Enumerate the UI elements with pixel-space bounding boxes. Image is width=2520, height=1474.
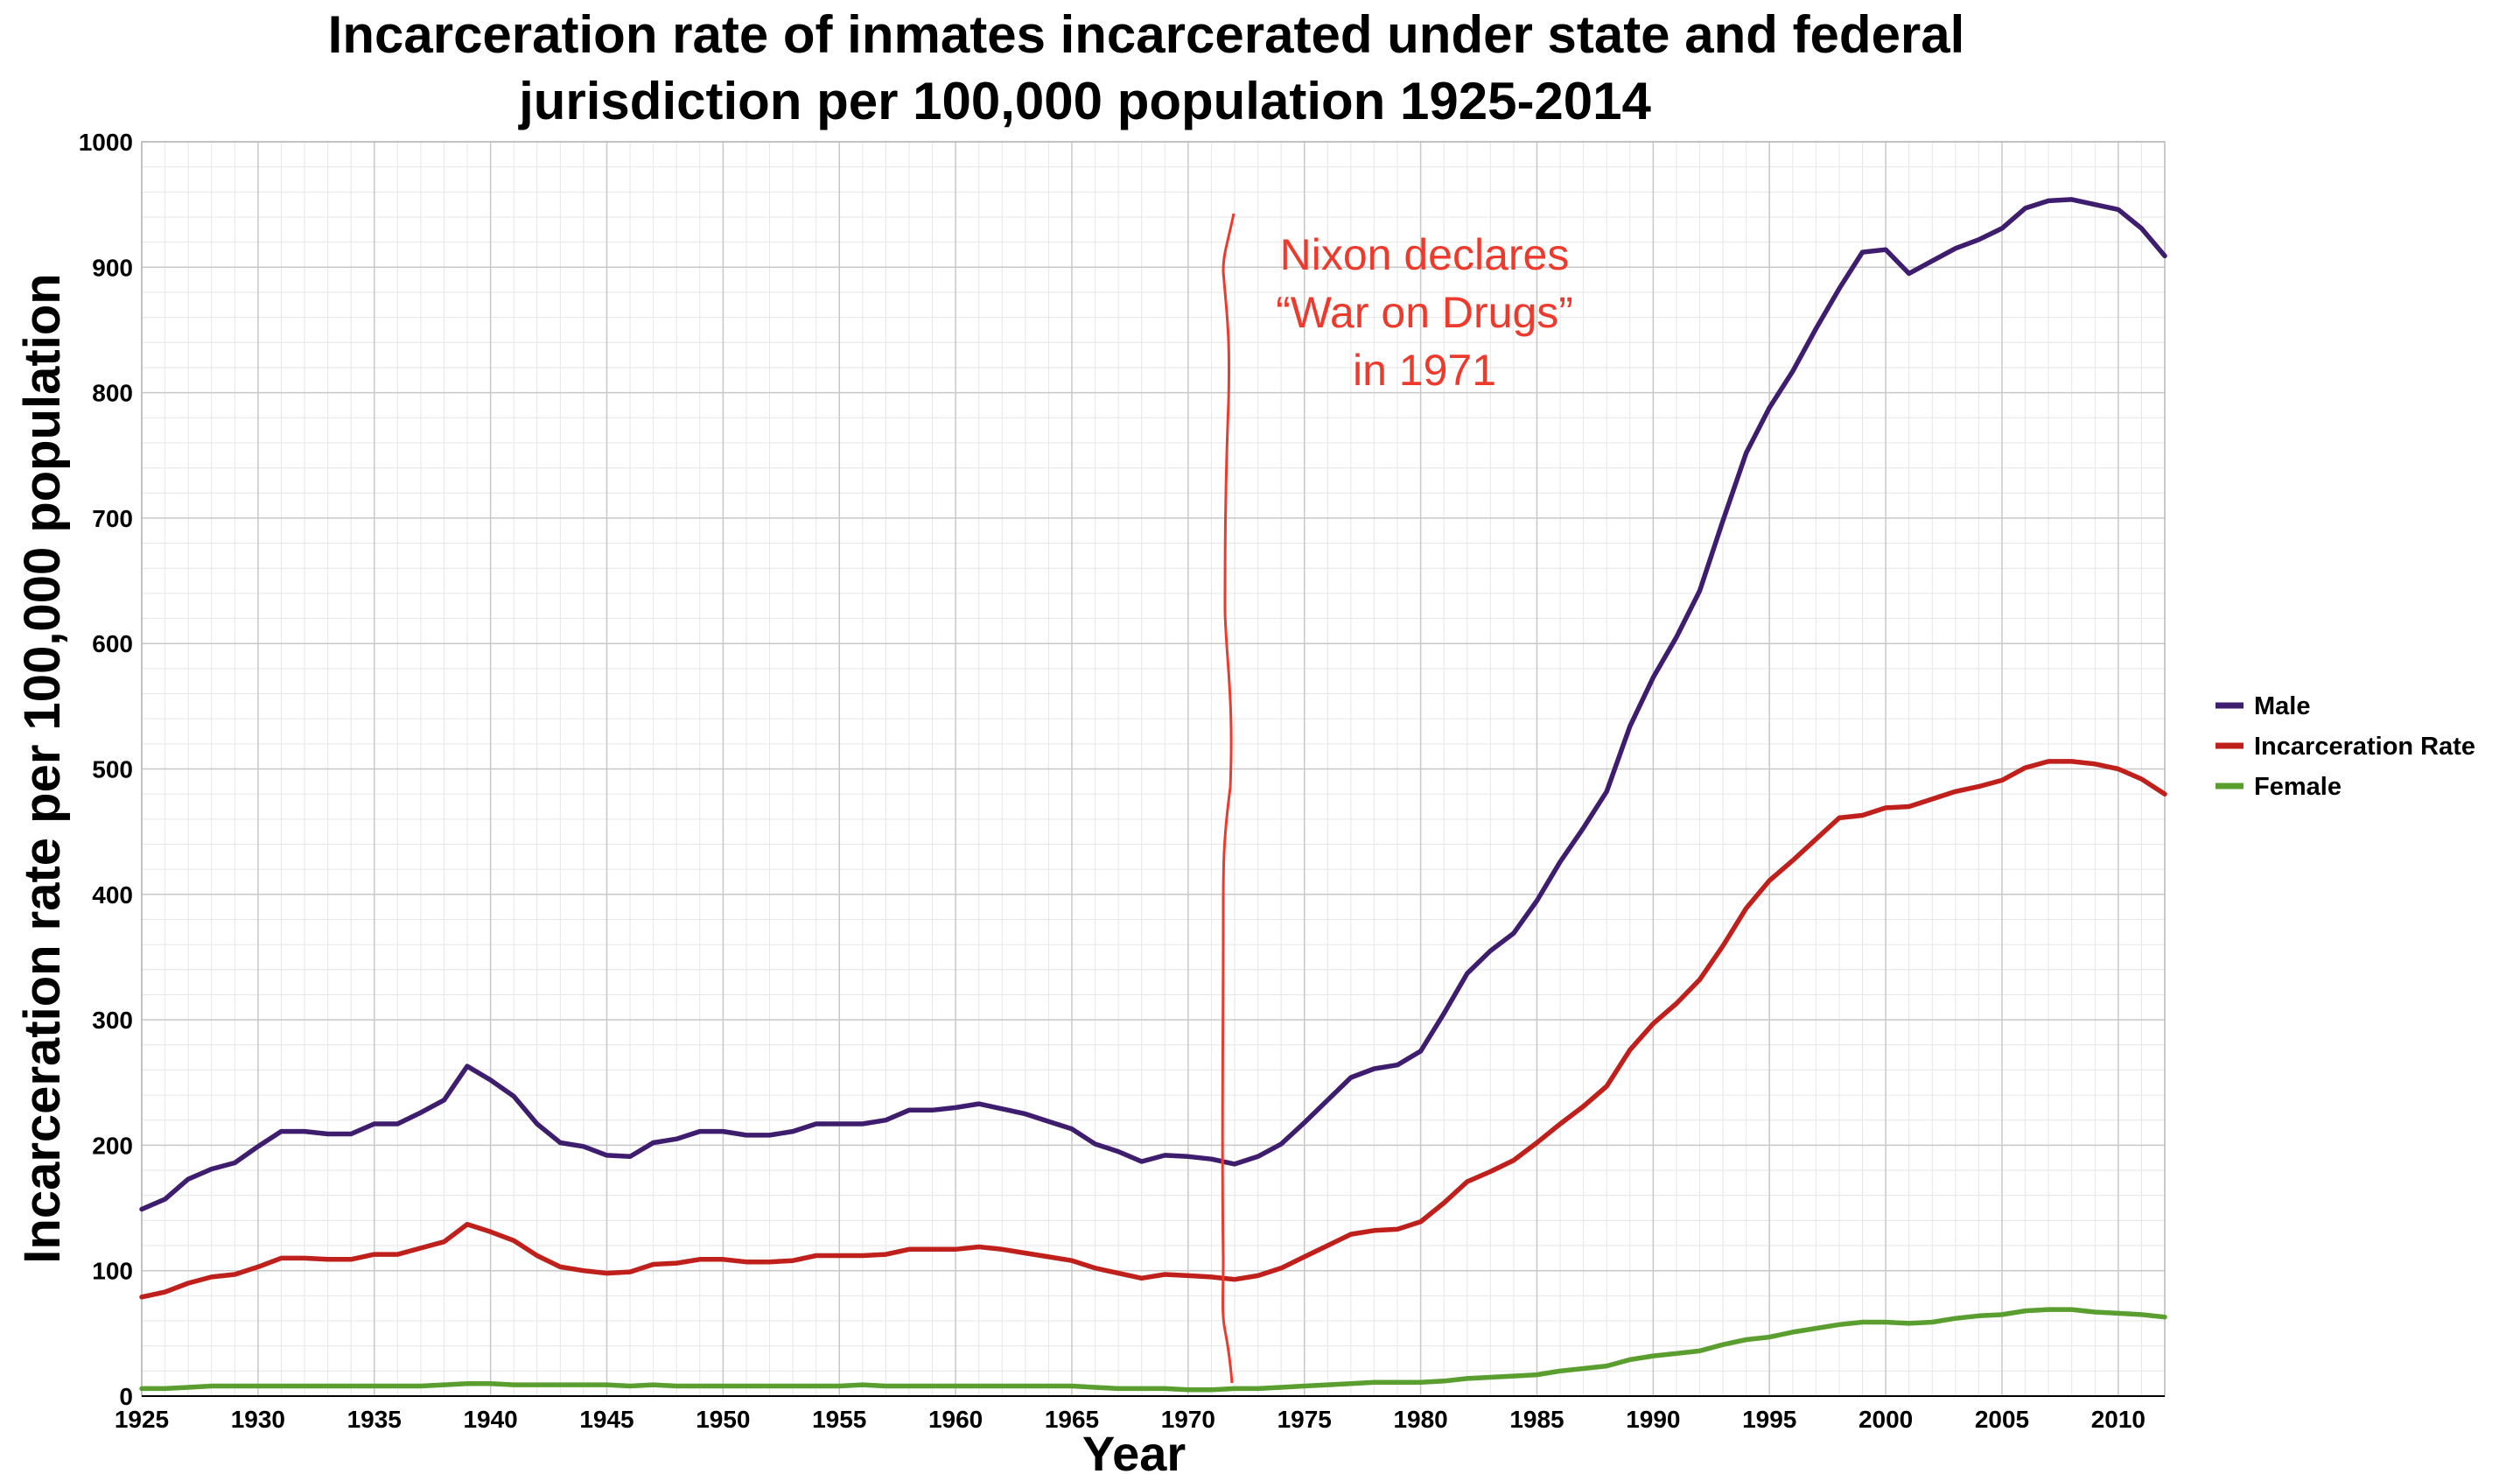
x-tick-label: 2010 [2091,1406,2146,1433]
x-tick-label: 1975 [1278,1406,1332,1433]
x-tick-label: 1930 [231,1406,285,1433]
plot-frame [141,141,2166,1397]
legend-label: Incarceration Rate [2254,733,2475,761]
x-tick-label: 2005 [1975,1406,2029,1433]
x-tick-label: 1990 [1626,1406,1680,1433]
y-tick-label: 900 [92,254,133,281]
y-tick-label: 500 [92,756,133,783]
y-tick-label: 100 [92,1258,133,1285]
y-tick-label: 1000 [79,129,133,156]
annotation-line-3: in 1971 [1353,346,1496,395]
y-axis-title: Incarceration rate per 100,000 populatio… [14,273,71,1263]
series-lines [139,197,2167,1393]
x-tick-label: 1985 [1509,1406,1564,1433]
annotation-line-2: “War on Drugs” [1276,288,1573,337]
chart-title-line-2: jurisdiction per 100,000 population 1925… [518,72,1651,130]
annotation-line-1: Nixon declares [1280,230,1570,279]
y-tick-label: 0 [119,1383,133,1410]
legend-label: Female [2254,773,2342,801]
x-tick-label: 1980 [1393,1406,1447,1433]
series-line-male [139,197,2167,1212]
x-tick-label: 1995 [1742,1406,1796,1433]
x-axis-tick-labels: 1925 1930 1935 1940 1945 1950 1955 1960 1965 1970… [115,1406,2146,1433]
y-tick-label: 200 [92,1132,133,1159]
nixon-annotation: Nixon declares “War on Drugs” in 1971 [1276,230,1573,395]
x-tick-label: 1935 [347,1406,402,1433]
series-line-female [139,1307,2167,1393]
x-tick-label: 1965 [1045,1406,1099,1433]
x-tick-label: 1945 [579,1406,634,1433]
x-tick-label: 1925 [115,1406,169,1433]
y-tick-label: 700 [92,505,133,532]
y-tick-label: 600 [92,630,133,657]
x-tick-label: 1940 [463,1406,517,1433]
x-tick-label: 1950 [696,1406,750,1433]
x-tick-label: 1955 [812,1406,866,1433]
y-tick-label: 800 [92,380,133,407]
legend-label: Male [2254,692,2310,720]
major-gridlines [141,141,2165,1397]
y-axis-tick-labels: 0 100 200 300 400 500 600 700 800 900 1000 [79,129,133,1410]
x-tick-label: 1960 [928,1406,983,1433]
x-axis-title: Year [1082,1426,1186,1474]
x-tick-label: 2000 [1858,1406,1913,1433]
y-tick-label: 400 [92,881,133,909]
legend: Male Incarceration Rate Female [2216,692,2475,801]
x-tick-label: 1970 [1161,1406,1215,1433]
series-line-incarceration-rate [139,759,2167,1300]
chart-title-line-1: Incarceration rate of inmates incarcerat… [328,5,1965,64]
war-on-drugs-marker-line [1221,213,1236,1384]
y-tick-label: 300 [92,1007,133,1034]
